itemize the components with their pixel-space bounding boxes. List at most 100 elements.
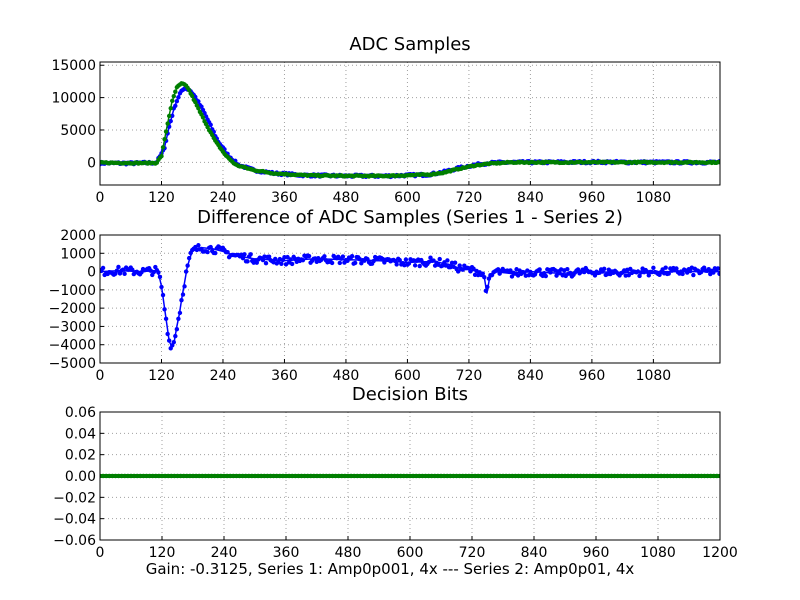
data-point [531, 473, 537, 479]
data-point [448, 473, 453, 479]
data-point [166, 338, 172, 343]
data-point [575, 473, 580, 479]
data-point [389, 473, 394, 479]
data-point [265, 473, 270, 479]
data-point [451, 264, 456, 270]
y-tick-label: −0.02 [53, 490, 96, 506]
data-point [668, 473, 673, 479]
data-point [159, 153, 164, 159]
data-point [717, 271, 720, 277]
data-point [266, 254, 272, 259]
data-point [200, 115, 206, 120]
data-point [288, 257, 293, 262]
data-point [336, 473, 341, 479]
data-point [345, 258, 350, 264]
y-tick-label: 0.04 [65, 426, 96, 442]
data-point [606, 473, 611, 479]
data-point [361, 473, 366, 479]
data-point [420, 473, 425, 479]
data-point [519, 473, 524, 479]
data-point [476, 473, 481, 479]
data-point [652, 473, 658, 479]
chart-title: ADC Samples [349, 34, 470, 55]
data-point [383, 473, 388, 479]
data-point [634, 473, 639, 479]
data-point [671, 473, 676, 479]
data-point [104, 473, 109, 479]
data-point [689, 473, 695, 479]
data-point [333, 473, 338, 479]
data-point [329, 260, 335, 266]
data-point [100, 265, 106, 271]
data-point [379, 473, 385, 479]
data-point [141, 473, 146, 479]
data-point [665, 473, 670, 479]
data-point [342, 473, 348, 479]
data-point [340, 254, 346, 259]
y-tick-label: −4000 [49, 338, 96, 354]
data-point [274, 473, 279, 479]
data-point [268, 473, 273, 479]
data-point [157, 274, 163, 280]
data-point [479, 473, 484, 479]
data-point [643, 473, 648, 479]
data-point [168, 106, 173, 111]
data-point [162, 136, 167, 142]
data-point [649, 269, 655, 275]
y-tick-label: 0.00 [65, 469, 96, 485]
data-point [317, 473, 323, 479]
data-point [441, 473, 447, 479]
data-point [407, 473, 413, 479]
x-tick-label: 120 [148, 368, 175, 384]
data-point [593, 473, 599, 479]
data-point [173, 333, 178, 339]
data-point [497, 473, 503, 479]
data-point [178, 473, 183, 479]
data-point [200, 473, 205, 479]
data-point [603, 473, 608, 479]
data-point [176, 316, 181, 321]
x-tick-label: 360 [273, 545, 300, 561]
data-point [472, 473, 478, 479]
data-point [572, 473, 577, 479]
data-point [658, 473, 664, 479]
data-point [271, 473, 276, 479]
data-point [153, 473, 158, 479]
data-point [565, 267, 570, 272]
y-tick-label: −2000 [49, 301, 96, 317]
data-point [209, 473, 214, 479]
data-point [547, 473, 552, 479]
data-point [196, 243, 201, 248]
chart-panel-2: Difference of ADC Samples (Series 1 - Se… [49, 207, 721, 384]
data-point [243, 473, 248, 479]
data-point [289, 261, 295, 267]
data-point [190, 473, 196, 479]
data-point [249, 473, 255, 479]
data-point [179, 298, 184, 303]
series-2 [100, 81, 720, 179]
data-point [468, 269, 473, 274]
data-point [107, 473, 112, 479]
data-point [454, 473, 459, 479]
data-point [263, 261, 269, 266]
data-point [160, 292, 166, 298]
y-tick-label: 1000 [60, 246, 96, 262]
data-point [174, 98, 180, 104]
data-point [285, 254, 290, 260]
data-point [170, 98, 175, 103]
data-point [445, 473, 450, 479]
data-point [674, 266, 679, 271]
x-tick-label: 600 [394, 368, 421, 384]
data-point [166, 473, 171, 479]
x-tick-label: 480 [333, 368, 360, 384]
data-point [556, 473, 561, 479]
data-point [212, 473, 217, 479]
data-point [135, 473, 140, 479]
data-point [213, 250, 218, 256]
data-point [240, 255, 246, 261]
data-point [395, 473, 400, 479]
data-point [280, 473, 286, 479]
data-point [182, 284, 187, 289]
data-point [163, 316, 169, 322]
data-point [228, 473, 233, 479]
